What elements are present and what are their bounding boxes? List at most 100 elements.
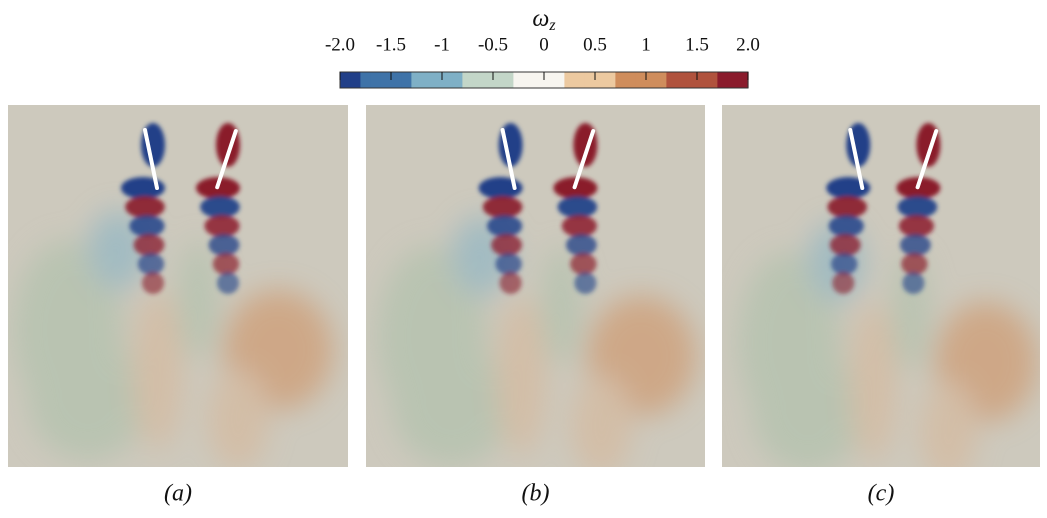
colorbar-band: [544, 72, 555, 88]
wake-blob: [28, 340, 148, 460]
colorbar-band: [564, 72, 576, 88]
colorbar-band: [391, 72, 402, 88]
panel: [366, 105, 705, 467]
vortices: [121, 123, 240, 294]
colorbar-tick-label: 0: [539, 34, 549, 55]
vortex: [827, 196, 868, 218]
colorbar-band: [431, 72, 443, 88]
vortex: [212, 253, 240, 275]
vortex: [902, 272, 925, 294]
wake-blob: [920, 382, 977, 467]
plate: [572, 129, 596, 190]
colorbar-band: [452, 72, 463, 88]
colorbar-band: [380, 72, 392, 88]
vortex: [499, 272, 522, 294]
wake-blob: [541, 246, 582, 366]
panel-label: (b): [522, 481, 550, 507]
colorbar-title: ωz: [532, 6, 556, 34]
colorbar-band: [574, 72, 586, 88]
plate: [500, 128, 517, 190]
colorbar-band: [340, 72, 351, 88]
colorbar-tick-label: 2.0: [736, 34, 760, 55]
colorbar-tick-label: -1: [434, 34, 450, 55]
colorbar-band: [717, 72, 729, 88]
vortex: [482, 196, 523, 218]
wake-blob: [496, 296, 547, 456]
wake: [376, 216, 697, 467]
wake-blob: [208, 370, 268, 467]
vortex: [570, 253, 597, 275]
colorbar-band: [462, 72, 474, 88]
colorbar-band: [370, 72, 382, 88]
wake-blob: [571, 376, 632, 467]
colorbar-band: [656, 72, 667, 88]
colorbar-band: [482, 72, 494, 88]
vortex: [125, 196, 165, 218]
vortex: [495, 253, 522, 275]
panels: (a) (b) (c): [8, 105, 1040, 507]
colorbar-band: [350, 72, 361, 88]
vortex: [129, 215, 165, 237]
colorbar-band: [625, 72, 637, 88]
plate: [215, 129, 238, 190]
vortex: [565, 234, 597, 256]
colorbar-band: [523, 72, 535, 88]
vortex: [491, 234, 523, 256]
vortex: [828, 215, 864, 237]
colorbar-band: [686, 72, 698, 88]
vortex: [204, 215, 240, 237]
colorbar-band: [697, 72, 708, 88]
colorbar-band: [635, 72, 647, 88]
colorbar-band: [605, 72, 616, 88]
colorbar-band: [584, 72, 596, 88]
vortex: [898, 215, 935, 237]
colorbar-band: [421, 72, 433, 88]
panel-label: (a): [164, 481, 192, 507]
wake-blob: [391, 346, 512, 466]
colorbar-band: [472, 72, 484, 88]
wake-blob: [751, 352, 865, 467]
colorbar-band: [707, 72, 718, 88]
colorbar: -2.0 -1.5 -1 -0.5 0 0.5 1 1.5 2.0: [325, 34, 760, 89]
plate: [848, 128, 865, 190]
vortex: [133, 234, 165, 256]
panel-label: (c): [868, 481, 895, 507]
vortex: [574, 272, 597, 294]
wake-blob: [850, 302, 897, 462]
vortices: [826, 123, 941, 294]
colorbar-band: [533, 72, 545, 88]
vortex: [217, 272, 239, 294]
vortex: [829, 234, 861, 256]
vortex: [832, 272, 855, 294]
colorbar-tick-label: 1: [641, 34, 651, 55]
wake: [737, 222, 1038, 467]
colorbar-band: [401, 72, 412, 88]
colorbar-tick-label: 1.5: [685, 34, 709, 55]
vortex: [900, 234, 931, 256]
colorbar-band: [554, 72, 565, 88]
colorbar-tick-label: 0.5: [583, 34, 607, 55]
plate: [915, 129, 939, 190]
colorbar-band: [595, 72, 606, 88]
vortex: [901, 253, 928, 275]
vortex: [831, 253, 858, 275]
colorbar-band: [442, 72, 453, 88]
vortex: [208, 234, 240, 256]
colorbar-tick-label: -0.5: [478, 34, 508, 55]
colorbar-band: [646, 72, 657, 88]
colorbar-band: [513, 72, 525, 88]
colorbar-band: [666, 72, 678, 88]
panel: [8, 105, 348, 467]
vortex: [137, 253, 165, 275]
colorbar-symbol: ω: [532, 6, 549, 32]
colorbar-band: [411, 72, 423, 88]
wake-blob: [178, 240, 218, 360]
colorbar-tick-label: -1.5: [376, 34, 406, 55]
vortex: [142, 272, 164, 294]
colorbar-subscript: z: [548, 17, 556, 34]
vortex: [200, 196, 240, 218]
colorbar-tick-label: -2.0: [325, 34, 355, 55]
vortex: [561, 215, 597, 237]
vortex: [557, 196, 598, 218]
